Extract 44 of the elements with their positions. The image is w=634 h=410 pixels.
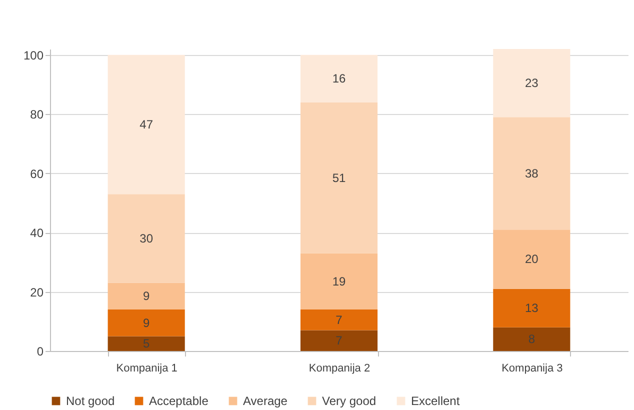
data-label: 8 <box>528 332 536 346</box>
y-tick-label: 0 <box>36 344 44 358</box>
bar <box>493 49 570 118</box>
bar <box>493 288 570 328</box>
legend-label: Very good <box>322 394 376 408</box>
data-label: 30 <box>140 231 154 246</box>
x-tick-label: Kompanija 2 <box>308 362 370 374</box>
bar <box>300 54 378 102</box>
data-label: 20 <box>524 252 539 266</box>
legend-label: Excellent <box>411 394 460 408</box>
y-tick-label: 40 <box>30 226 44 240</box>
bar <box>108 282 185 310</box>
x-tick-label: Kompanija 1 <box>116 362 178 374</box>
data-label: 7 <box>336 312 343 327</box>
bar <box>108 54 185 194</box>
legend-label: Average <box>243 394 288 408</box>
data-label: 51 <box>332 170 346 185</box>
bar <box>493 327 570 351</box>
data-label: 5 <box>142 336 150 351</box>
y-tick-label: 100 <box>23 48 44 62</box>
bar <box>493 230 570 289</box>
data-label: 7 <box>336 334 343 348</box>
data-label: 47 <box>140 118 154 132</box>
y-tick-label: 60 <box>30 166 44 181</box>
bar <box>108 310 185 336</box>
y-tick-label: 80 <box>30 108 44 122</box>
data-label: 16 <box>332 72 346 86</box>
bar <box>108 194 185 283</box>
bar <box>300 102 378 254</box>
bar <box>300 310 378 330</box>
x-tick-label: Kompanija 3 <box>502 362 563 374</box>
data-label: 38 <box>524 166 539 180</box>
legend-label: Not good <box>66 394 115 408</box>
data-label: 23 <box>524 76 539 90</box>
data-label: 13 <box>524 301 539 316</box>
bar <box>108 336 185 351</box>
y-tick-label: 20 <box>30 285 44 300</box>
data-label: 9 <box>142 316 150 330</box>
bar <box>300 330 378 351</box>
bar <box>300 253 378 310</box>
data-label: 9 <box>142 289 150 304</box>
data-label: 19 <box>332 274 346 288</box>
bar <box>493 117 570 230</box>
legend-label: Acceptable <box>149 394 209 408</box>
